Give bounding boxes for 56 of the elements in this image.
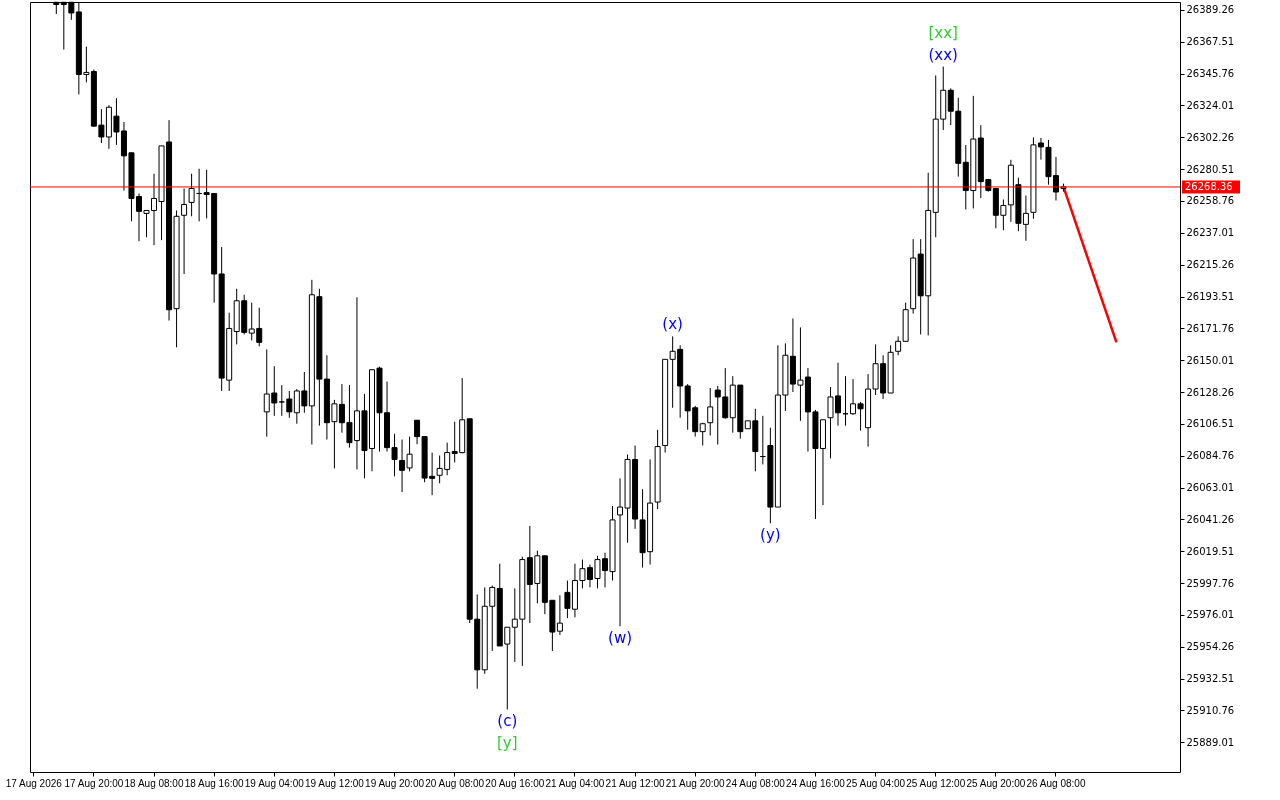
- x-tick-label: 24 Aug 08:00: [725, 777, 786, 789]
- y-tick-label: 26258.76: [1186, 195, 1235, 207]
- y-tick-label: 25976.01: [1186, 609, 1235, 621]
- y-tick-label: 25997.76: [1186, 577, 1235, 589]
- candlestick: [278, 384, 285, 417]
- y-tick-label: 26389.26: [1186, 4, 1235, 16]
- x-tick-label: 17 Aug 2026: [5, 777, 63, 789]
- candlestick: [895, 335, 902, 356]
- y-tick-label: 26150.01: [1186, 354, 1235, 366]
- y-tick-label: 26019.51: [1186, 545, 1235, 557]
- y-tick-label: 26280.51: [1186, 163, 1235, 175]
- y-tick-label: 26041.26: [1186, 513, 1235, 525]
- y-tick-label: 26106.51: [1186, 418, 1235, 430]
- x-tick-label: 17 Aug 20:00: [64, 777, 124, 789]
- candlestick: [707, 387, 714, 437]
- y-tick-label: 25932.51: [1186, 673, 1235, 685]
- x-tick-label: 21 Aug 12:00: [605, 777, 665, 789]
- x-tick-label: 26 Aug 08:00: [1026, 777, 1086, 789]
- y-tick-label: 26367.51: [1186, 36, 1235, 48]
- y-tick-label: 26302.26: [1186, 131, 1235, 143]
- x-tick-label: 25 Aug 20:00: [966, 777, 1026, 789]
- x-tick-label: 20 Aug 16:00: [485, 777, 545, 789]
- y-tick-label: 26128.26: [1186, 386, 1235, 398]
- y-tick-label: 26345.76: [1186, 68, 1235, 80]
- candlestick: [181, 188, 188, 275]
- x-tick-label: 21 Aug 20:00: [665, 777, 726, 789]
- y-tick-label: 25954.26: [1186, 641, 1235, 653]
- y-tick-label: 26063.01: [1186, 482, 1235, 494]
- x-tick-label: 25 Aug 04:00: [846, 777, 906, 789]
- x-tick-label: 21 Aug 04:00: [545, 777, 605, 789]
- y-tick-label: 26324.01: [1186, 99, 1235, 111]
- candlestick: [188, 173, 195, 217]
- y-tick-label: 25910.76: [1186, 704, 1235, 716]
- y-tick-label: 26215.26: [1186, 259, 1235, 271]
- annotation: [xx]: [928, 23, 958, 42]
- annotation: (w): [608, 629, 633, 648]
- annotation: (x): [662, 315, 683, 334]
- x-tick-label: 19 Aug 12:00: [304, 777, 365, 789]
- x-tick-label: 18 Aug 08:00: [124, 777, 184, 789]
- x-tick-label: 25 Aug 12:00: [906, 777, 966, 789]
- y-tick-label: 25889.01: [1186, 736, 1235, 748]
- y-tick-label: 26193.51: [1186, 291, 1235, 303]
- candlestick: [286, 390, 293, 419]
- x-tick-label: 24 Aug 16:00: [785, 777, 846, 789]
- annotation: [y]: [496, 734, 518, 753]
- x-tick-label: 18 Aug 16:00: [184, 777, 245, 789]
- annotation: (xx): [928, 45, 958, 64]
- x-tick-label: 20 Aug 08:00: [425, 777, 485, 789]
- annotation: (y): [760, 526, 781, 545]
- annotation: (c): [497, 712, 518, 731]
- y-tick-label: 26171.76: [1186, 322, 1235, 334]
- y-tick-label: 26084.76: [1186, 450, 1235, 462]
- ref-line-label: 26268.36: [1185, 180, 1233, 192]
- x-tick-label: 19 Aug 20:00: [365, 777, 425, 789]
- x-tick-label: 19 Aug 04:00: [244, 777, 305, 789]
- y-tick-label: 26237.01: [1186, 227, 1235, 239]
